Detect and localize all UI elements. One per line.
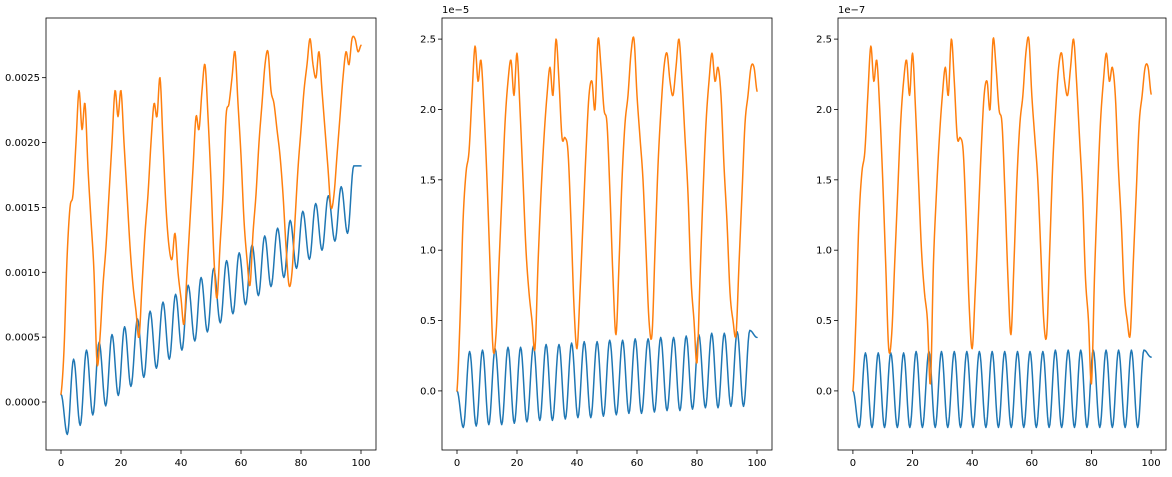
y-tick-label: 0.0020 [5,138,40,149]
y-tick-label: 2.5 [816,35,832,46]
y-tick-label: 0.0000 [5,398,40,409]
y-tick-label: 0.0025 [5,73,40,84]
x-tick-label: 100 [1142,458,1161,469]
series-line-orange [456,36,758,392]
x-tick-label: 20 [906,458,919,469]
y-offset-label: 1e−7 [838,5,865,16]
x-tick-label: 40 [571,458,584,469]
plot-frame [45,17,377,451]
x-tick-label: 0 [850,458,856,469]
y-tick-label: 0.5 [816,316,832,327]
y-offset-label: 1e−5 [442,5,469,16]
y-tick-label: 2.0 [420,105,436,116]
y-tick-label: 0.5 [420,316,436,327]
y-tick-label: 0.0 [816,386,832,397]
x-tick-label: 80 [295,458,308,469]
x-tick-label: 60 [235,458,248,469]
plot-frame [837,17,1167,451]
chart-panel-3: 0 20 40 60 80 100 0.0 0.5 1.0 1.5 2.0 2.5 1e−7 [816,5,1167,469]
y-tick-label: 0.0015 [5,203,40,214]
x-tick-label: 60 [631,458,644,469]
series-line-orange [852,36,1152,392]
x-tick-label: 100 [747,458,766,469]
x-tick-label: 60 [1025,458,1038,469]
chart-panel-2: 0 20 40 60 80 100 0.0 0.5 1.0 1.5 2.0 2.5 1e−5 [420,5,773,469]
series-line-blue [60,165,362,436]
y-tick-label: 1.0 [420,246,436,257]
x-tick-label: 80 [691,458,704,469]
y-tick-label: 1.5 [816,175,832,186]
y-tick-label: 0.0010 [5,268,40,279]
x-tick-label: 100 [351,458,370,469]
series-line-orange [60,35,362,395]
y-tick-label: 1.5 [420,175,436,186]
y-tick-label: 2.5 [420,35,436,46]
x-tick-label: 0 [454,458,460,469]
x-tick-label: 0 [58,458,64,469]
x-tick-label: 20 [511,458,524,469]
plot-frame [441,17,773,451]
x-tick-label: 80 [1085,458,1098,469]
y-tick-label: 2.0 [816,105,832,116]
y-tick-label: 1.0 [816,246,832,257]
chart-panel-1: 0 20 40 60 80 100 0.0000 0.0005 0.0010 0.0015 0.00… [5,17,377,469]
series-line-blue [456,329,758,429]
x-tick-label: 40 [966,458,979,469]
x-tick-label: 40 [175,458,188,469]
y-tick-label: 0.0 [420,386,436,397]
x-tick-label: 20 [115,458,128,469]
y-tick-label: 0.0005 [5,333,40,344]
series-line-blue [852,349,1152,429]
